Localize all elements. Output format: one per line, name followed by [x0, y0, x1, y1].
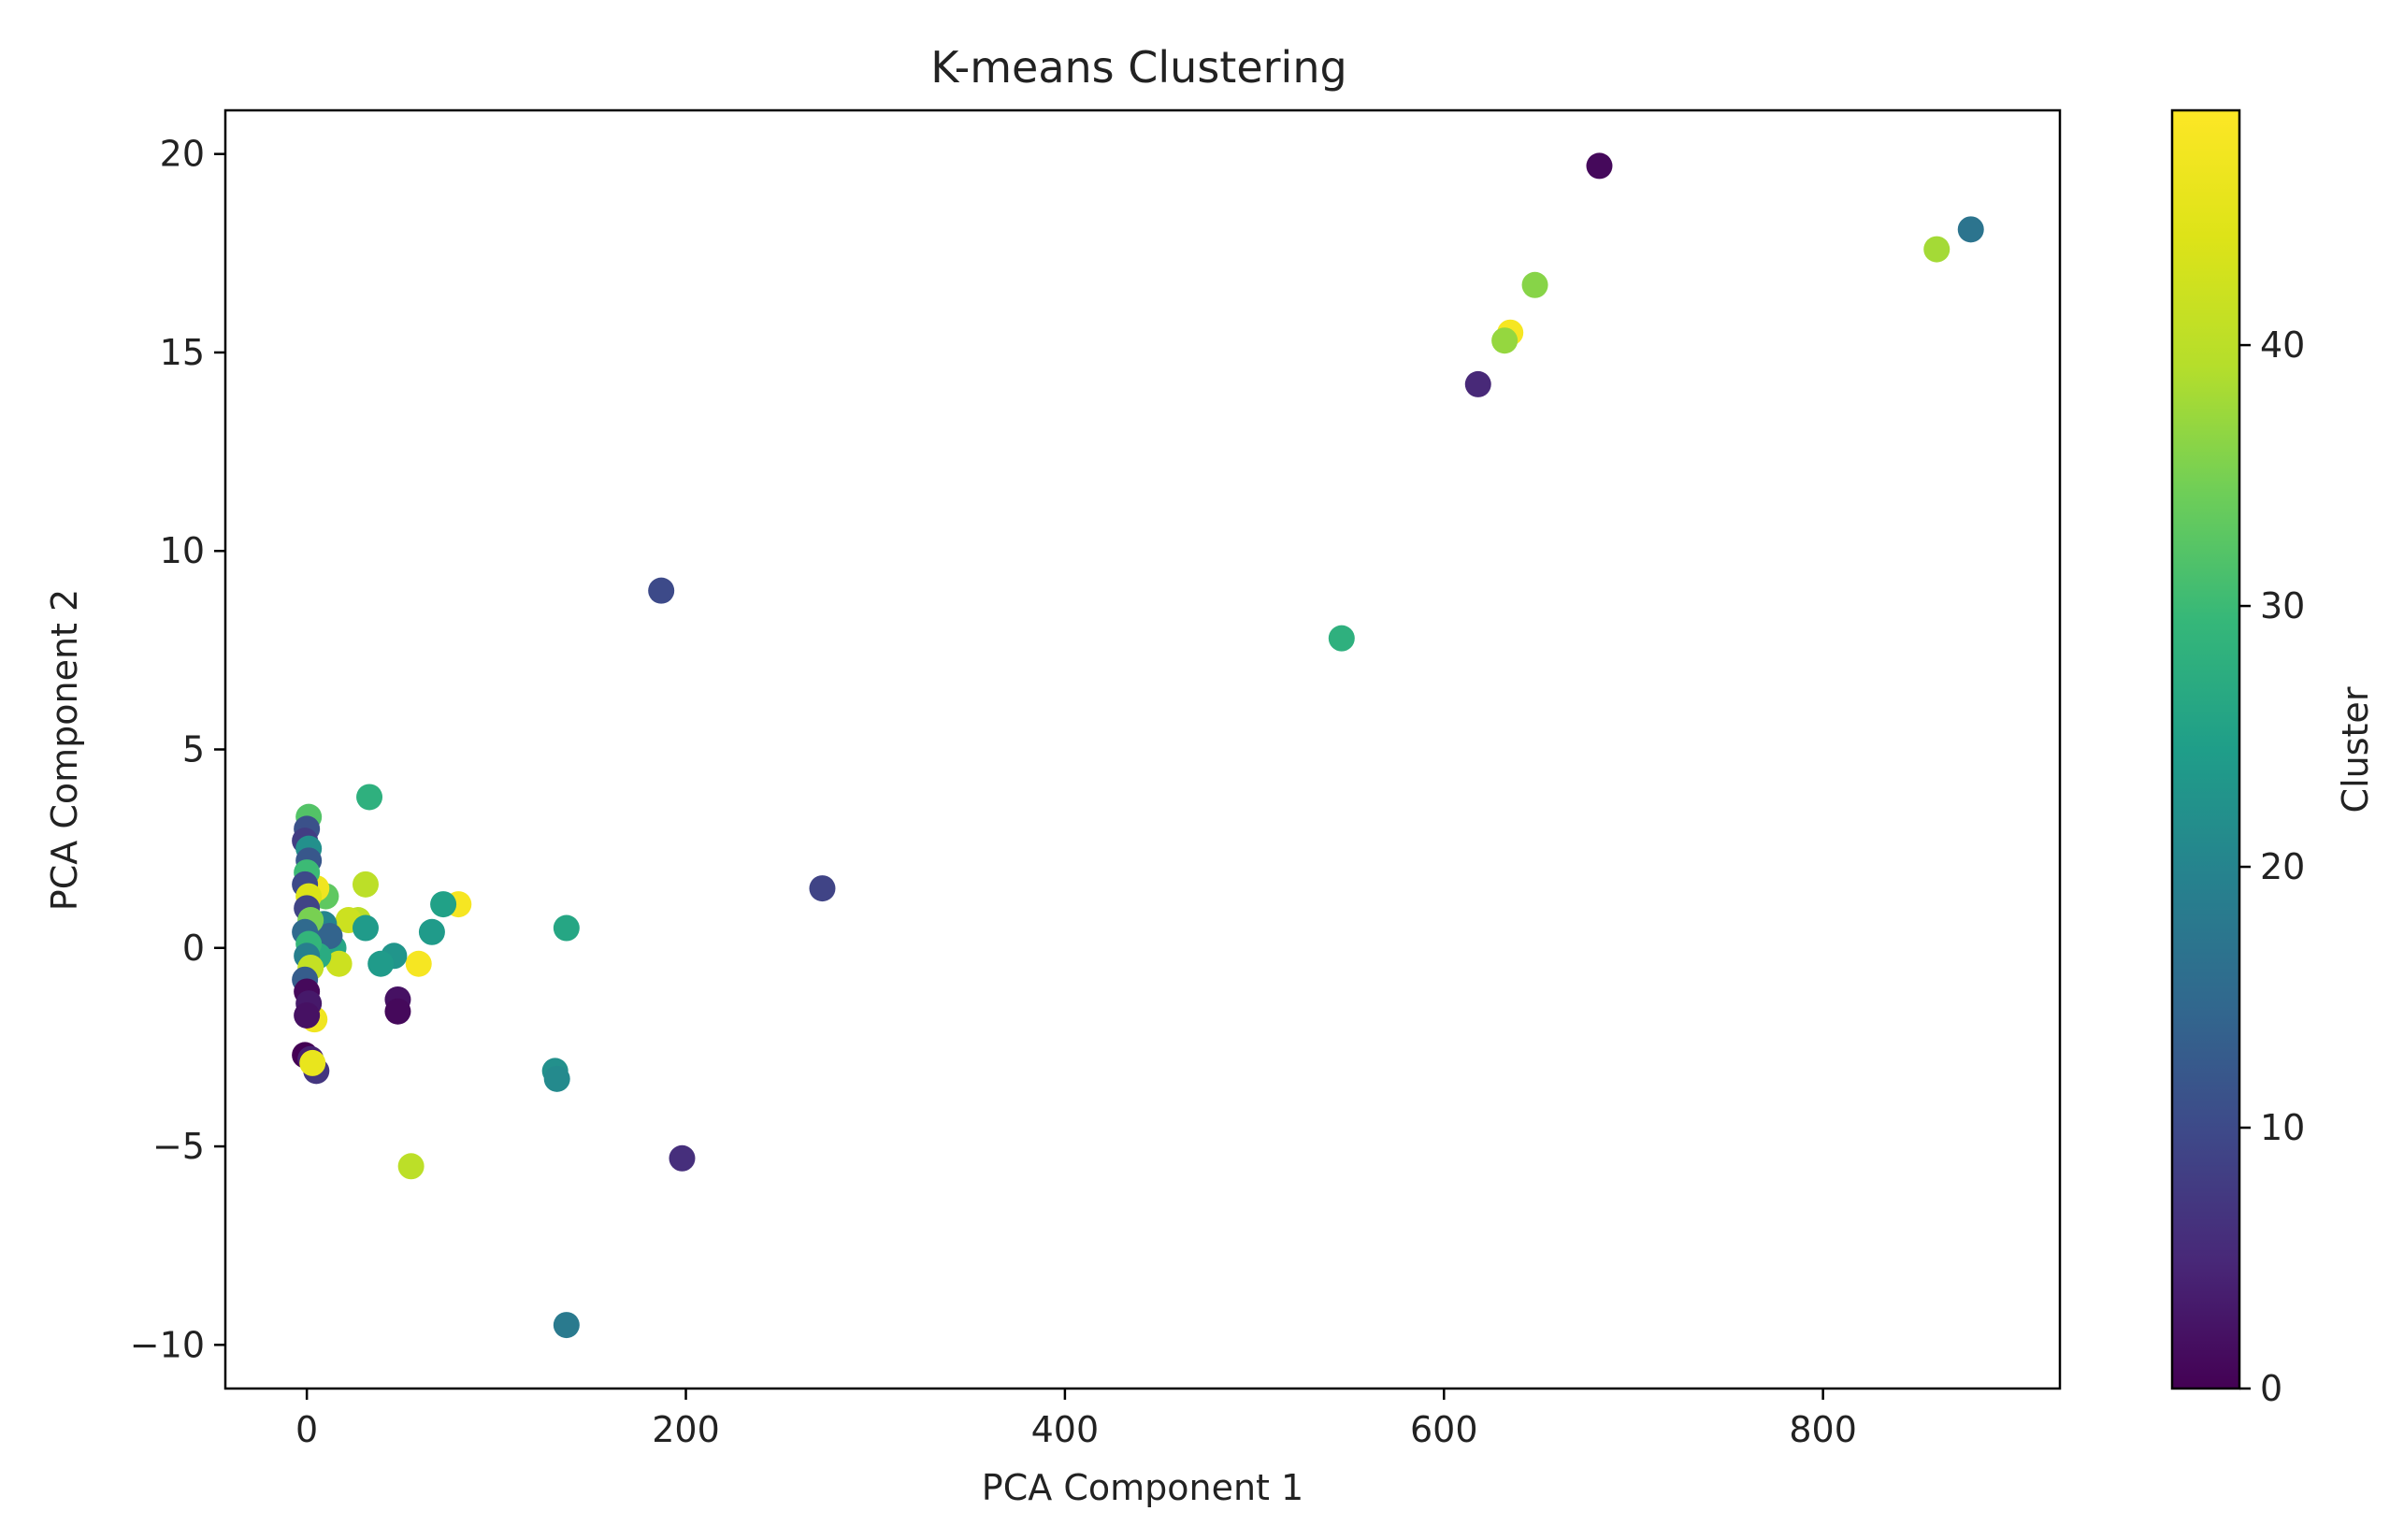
scatter-point: [356, 784, 383, 811]
scatter-point: [430, 891, 457, 918]
colorbar-tick-label: 20: [2260, 846, 2305, 887]
y-tick-label: 0: [182, 928, 205, 969]
scatter-point: [418, 918, 445, 945]
colorbar-tick-label: 0: [2260, 1368, 2282, 1409]
scatter-point: [352, 914, 379, 942]
y-axis-label: PCA Component 2: [44, 589, 85, 911]
y-axis-ticks: −10 −5 0 5 10 15 20: [130, 134, 225, 1365]
x-tick-label: 200: [652, 1409, 720, 1450]
scatter-point: [669, 1144, 696, 1172]
x-axis-label: PCA Component 1: [982, 1467, 1303, 1508]
x-tick-label: 0: [295, 1409, 318, 1450]
scatter-point: [648, 577, 675, 604]
scatter-point: [384, 998, 411, 1025]
scatter-point: [367, 950, 395, 977]
scatter-point: [397, 1153, 425, 1180]
scatter-point: [1521, 271, 1548, 298]
y-tick-label: 5: [182, 729, 205, 770]
scatter-point: [1464, 370, 1491, 397]
scatter-point: [1491, 327, 1519, 354]
colorbar-label: Cluster: [2335, 686, 2376, 813]
scatter-point: [809, 875, 836, 902]
colorbar-ticks: 0 10 20 30 40: [2239, 324, 2305, 1409]
scatter-point: [325, 950, 353, 977]
y-tick-label: −5: [152, 1126, 205, 1167]
scatter-point: [543, 1065, 570, 1092]
chart-title: K-means Clustering: [930, 42, 1346, 93]
colorbar-tick-label: 10: [2260, 1107, 2305, 1148]
scatter-point: [1586, 152, 1613, 180]
colorbar-tick-label: 40: [2260, 324, 2305, 366]
plot-area: [223, 108, 2062, 1390]
scatter-point: [1923, 236, 1951, 263]
scatter-point: [294, 1001, 321, 1029]
colorbar-tick-label: 30: [2260, 585, 2305, 626]
x-tick-label: 400: [1031, 1409, 1100, 1450]
scatter-point: [405, 950, 432, 977]
x-axis-ticks: 0 200 400 600 800: [295, 1389, 1857, 1450]
y-tick-label: −10: [130, 1324, 205, 1365]
scatter-point: [1957, 216, 1984, 243]
scatter-point: [299, 1049, 326, 1076]
scatter-points: [292, 152, 1984, 1339]
scatter-point: [553, 914, 580, 942]
x-tick-label: 800: [1789, 1409, 1857, 1450]
y-tick-label: 10: [160, 530, 205, 571]
y-tick-label: 20: [160, 134, 205, 175]
scatter-point: [553, 1312, 580, 1339]
scatter-point: [316, 923, 343, 950]
y-tick-label: 15: [160, 332, 205, 373]
scatter-point: [352, 871, 379, 898]
x-tick-label: 600: [1410, 1409, 1478, 1450]
scatter-point: [1328, 625, 1355, 652]
colorbar: [2170, 108, 2241, 1390]
